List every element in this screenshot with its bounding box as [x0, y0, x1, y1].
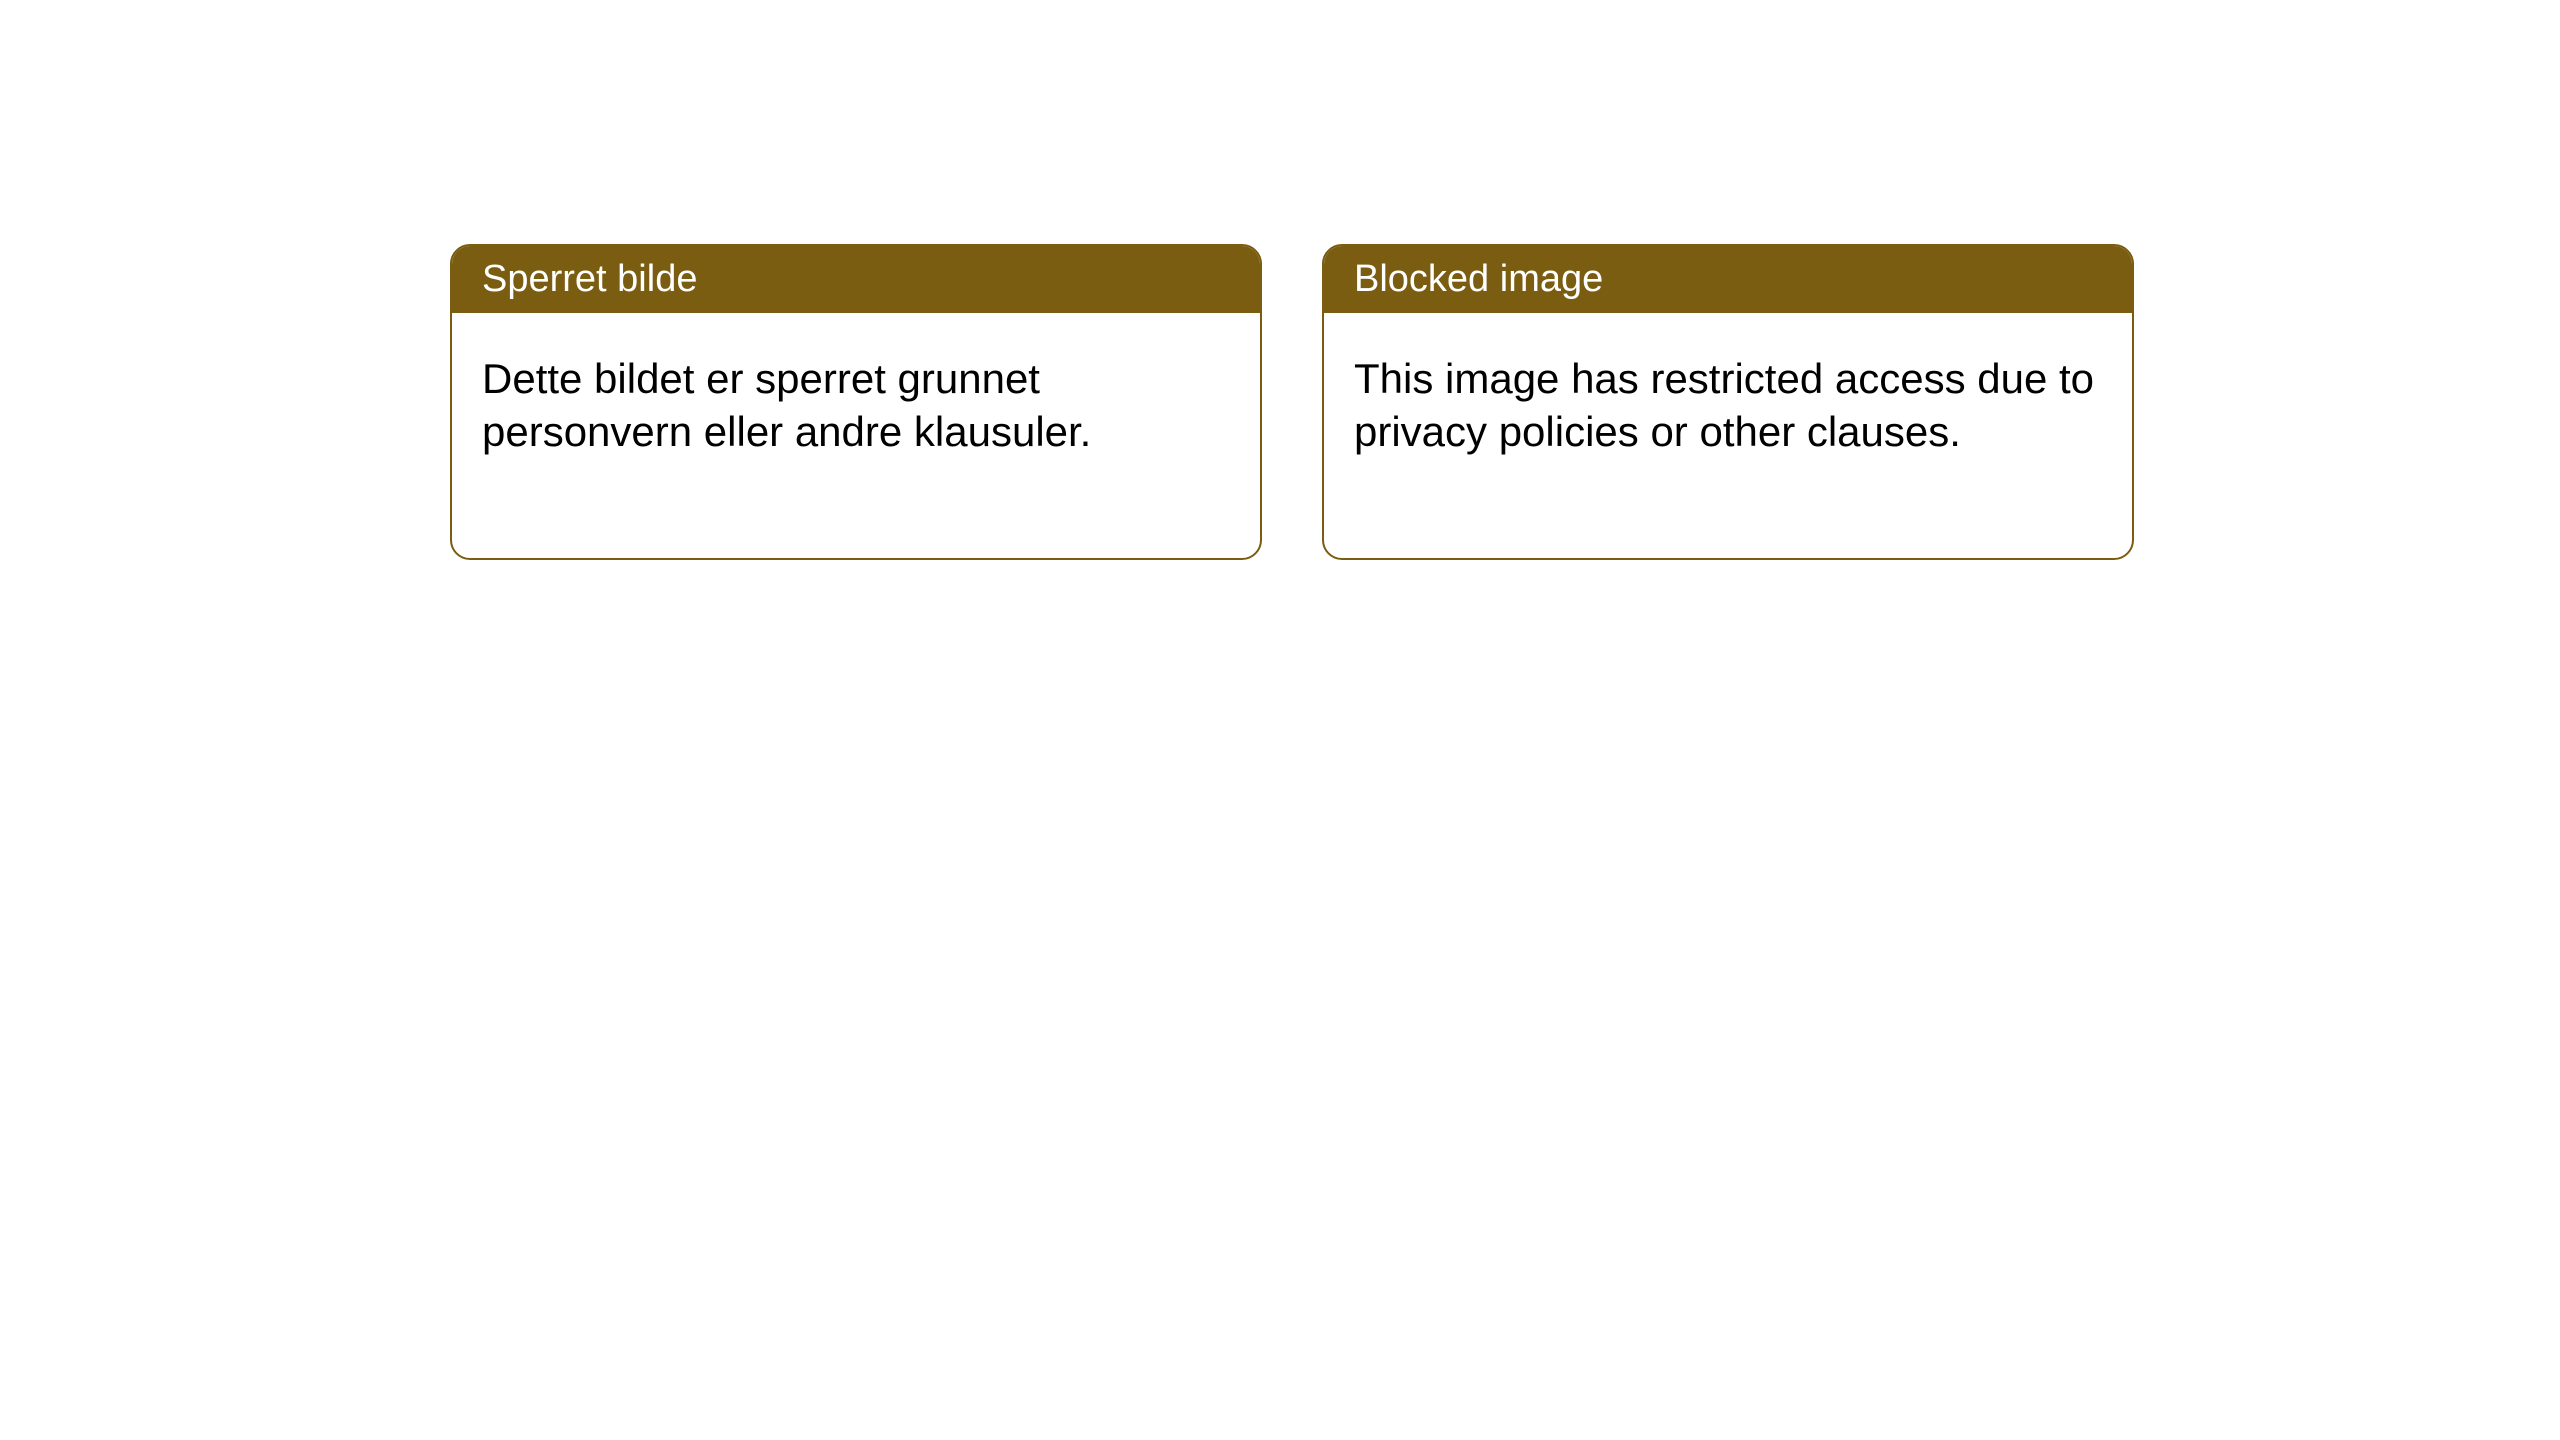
notice-box-norwegian: Sperret bilde Dette bildet er sperret gr… — [450, 244, 1262, 560]
notice-header: Blocked image — [1324, 246, 2132, 313]
notice-body: This image has restricted access due to … — [1324, 313, 2132, 558]
notice-header: Sperret bilde — [452, 246, 1260, 313]
notice-box-english: Blocked image This image has restricted … — [1322, 244, 2134, 560]
notice-container: Sperret bilde Dette bildet er sperret gr… — [450, 244, 2134, 560]
notice-body: Dette bildet er sperret grunnet personve… — [452, 313, 1260, 558]
